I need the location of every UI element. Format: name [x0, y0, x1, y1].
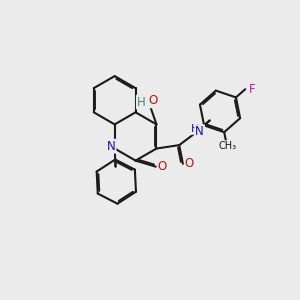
Text: O: O	[158, 160, 167, 173]
Text: O: O	[185, 158, 194, 170]
Text: N: N	[195, 125, 204, 138]
Text: H: H	[190, 124, 199, 134]
Text: O: O	[148, 94, 158, 107]
Text: CH₃: CH₃	[219, 141, 237, 151]
Text: N: N	[107, 140, 116, 153]
Text: F: F	[248, 83, 255, 96]
Text: H: H	[137, 95, 146, 109]
